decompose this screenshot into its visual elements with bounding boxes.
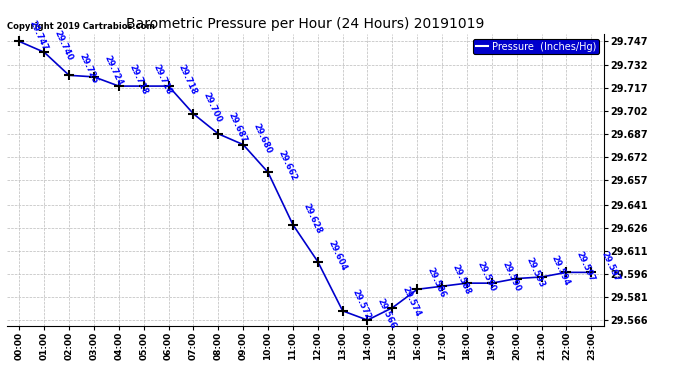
Text: 29.572: 29.572 [351, 288, 373, 321]
Text: 29.597: 29.597 [600, 250, 622, 283]
Text: 29.590: 29.590 [500, 261, 522, 294]
Text: 29.588: 29.588 [451, 264, 472, 297]
Text: 29.628: 29.628 [302, 202, 323, 235]
Text: 29.718: 29.718 [152, 63, 174, 96]
Text: 29.574: 29.574 [401, 285, 422, 318]
Text: 29.740: 29.740 [52, 30, 75, 63]
Text: 29.566: 29.566 [376, 297, 397, 330]
Text: 29.724: 29.724 [102, 54, 124, 87]
Text: 29.586: 29.586 [426, 267, 447, 300]
Text: 29.700: 29.700 [201, 91, 224, 124]
Text: 29.680: 29.680 [251, 122, 273, 155]
Legend: Pressure  (Inches/Hg): Pressure (Inches/Hg) [473, 39, 599, 54]
Text: 29.725: 29.725 [77, 53, 99, 86]
Text: 29.590: 29.590 [475, 261, 497, 294]
Text: 29.593: 29.593 [525, 256, 547, 289]
Text: 29.604: 29.604 [326, 239, 348, 272]
Text: 29.662: 29.662 [277, 149, 298, 183]
Text: 29.597: 29.597 [575, 250, 597, 283]
Text: 29.747: 29.747 [28, 19, 50, 52]
Title: Barometric Pressure per Hour (24 Hours) 20191019: Barometric Pressure per Hour (24 Hours) … [126, 17, 484, 31]
Text: 29.718: 29.718 [127, 63, 149, 96]
Text: 29.594: 29.594 [550, 254, 572, 287]
Text: 29.687: 29.687 [226, 111, 248, 144]
Text: 29.718: 29.718 [177, 63, 199, 96]
Text: Copyright 2019 Cartrabios.com: Copyright 2019 Cartrabios.com [7, 22, 155, 31]
